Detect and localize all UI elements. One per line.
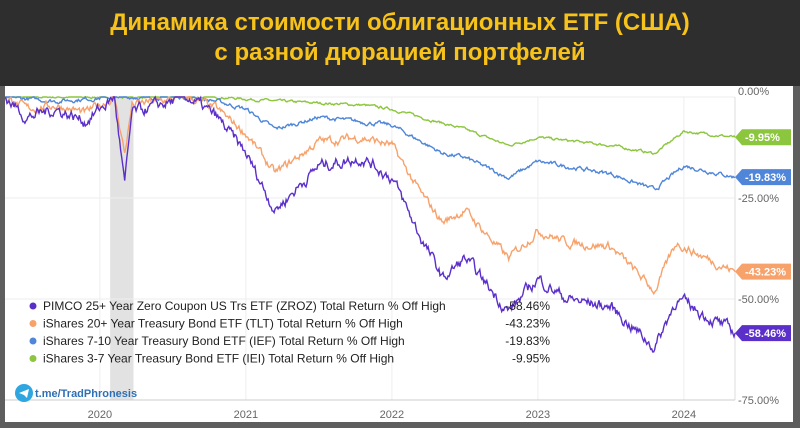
x-tick-label: 2022 [380,409,404,421]
x-tick-label: 2020 [88,409,112,421]
y-tick-label: -25.00% [738,193,779,205]
x-tick-label: 2023 [526,409,550,421]
last-value-badge [735,169,791,186]
legend-marker [29,302,37,310]
chart-panel: 2020 2021 2022 2023 2024 0.00% -25.00% -50.00% -… [5,86,793,422]
y-tick-label: 0.00% [738,86,769,98]
legend-label: iShares 3-7 Year Treasury Bond ETF (IEI)… [43,352,394,366]
last-value-badge [735,325,791,342]
series-line [5,95,736,191]
legend-marker [29,355,37,362]
series-line [5,95,736,353]
title-line-1: Динамика стоимости облигационных ETF (СШ… [110,9,690,36]
line-chart: 2020 2021 2022 2023 2024 0.00% -25.00% -50.00% -… [5,86,791,421]
last-value-badge [735,263,791,280]
legend-label: PIMCO 25+ Year Zero Coupon US Trs ETF (Z… [43,299,446,313]
last-value-label: -9.95% [745,132,780,144]
legend-value: -58.46% [505,299,550,313]
telegram-plane-icon [19,389,29,398]
last-value-label: -43.23% [745,267,786,279]
legend-marker [29,337,37,345]
y-tick-label: -50.00% [738,294,779,306]
last-value-label: -58.46% [745,328,786,340]
x-tick-label: 2021 [234,409,258,421]
legend-label: iShares 7-10 Year Treasury Bond ETF (IEF… [43,334,405,348]
legend-value: -19.83% [505,334,550,348]
legend-marker [29,320,37,327]
chart-title: Динамика стоимости облигационных ETF (СШ… [0,0,800,86]
legend-value: -9.95% [512,352,550,366]
last-value-label: -19.83% [745,172,786,184]
recession-shading [110,97,134,400]
watermark: t.me/TradPhronesis [35,388,137,400]
y-tick-label: -75.00% [738,395,779,407]
legend-label: iShares 20+ Year Treasury Bond ETF (TLT)… [43,317,403,331]
title-line-2: с разной дюрацией портфелей [214,39,586,66]
last-value-badge [735,129,791,146]
x-tick-label: 2024 [672,409,696,421]
legend-value: -43.23% [505,317,550,331]
series-line [5,95,736,296]
